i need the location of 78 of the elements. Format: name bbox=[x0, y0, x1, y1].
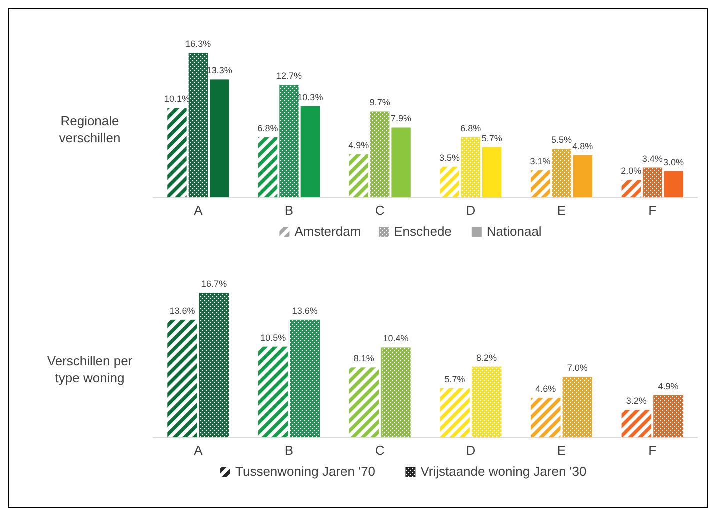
data-label: 7.9% bbox=[391, 114, 412, 124]
bar bbox=[188, 53, 208, 198]
bar bbox=[258, 346, 288, 438]
bar bbox=[210, 80, 230, 198]
data-label: 6.8% bbox=[258, 124, 278, 134]
data-label: 3.0% bbox=[664, 157, 684, 168]
series-label: Amsterdam bbox=[294, 224, 362, 239]
bar bbox=[552, 149, 572, 198]
bar bbox=[530, 170, 550, 198]
bar bbox=[440, 166, 460, 198]
x-tick-label: D bbox=[466, 443, 476, 458]
y-axis-title: Verschillen per type woning bbox=[47, 354, 134, 386]
data-label: 4.9% bbox=[658, 381, 679, 392]
x-tick-label: E bbox=[557, 203, 566, 218]
data-label: 10.3% bbox=[298, 92, 324, 102]
data-label: 10.4% bbox=[383, 334, 409, 344]
data-label: 9.7% bbox=[370, 98, 390, 108]
bar bbox=[199, 293, 230, 438]
series-label: Nationaal bbox=[486, 224, 542, 239]
bar bbox=[642, 168, 662, 198]
data-label: 10.1% bbox=[164, 94, 190, 104]
series-label: Vrijstaande woning Jaren '30 bbox=[420, 464, 587, 479]
data-label: 12.7% bbox=[276, 71, 302, 82]
x-tick-label: E bbox=[557, 443, 566, 458]
x-tick-label: F bbox=[648, 203, 657, 218]
bar bbox=[482, 147, 502, 198]
bar bbox=[664, 171, 684, 198]
data-label: 8.1% bbox=[354, 354, 374, 364]
bar bbox=[622, 180, 641, 198]
data-label: 3.2% bbox=[626, 396, 647, 406]
data-label: 4.8% bbox=[572, 141, 594, 152]
x-tick-label: F bbox=[648, 443, 657, 458]
data-label: 13.6% bbox=[292, 306, 318, 316]
x-tick-label: C bbox=[375, 203, 385, 218]
data-label: 10.5% bbox=[260, 332, 286, 343]
data-label: 3.5% bbox=[439, 152, 460, 163]
data-label: 5.7% bbox=[444, 374, 466, 385]
x-tick-label: A bbox=[194, 443, 204, 458]
x-tick-label: B bbox=[284, 203, 294, 218]
data-label: 8.2% bbox=[476, 352, 498, 363]
text: Enschede bbox=[394, 224, 452, 239]
bar bbox=[654, 395, 684, 438]
series-label: Tussenwoning Jaren '70 bbox=[236, 464, 376, 479]
bar bbox=[440, 388, 470, 438]
bar bbox=[461, 138, 481, 198]
data-label: 3.1% bbox=[530, 156, 551, 166]
bar bbox=[472, 366, 502, 438]
bar bbox=[370, 112, 390, 198]
bar bbox=[381, 348, 411, 438]
data-label: 16.3% bbox=[186, 39, 212, 49]
bar bbox=[530, 398, 561, 438]
bar bbox=[258, 138, 278, 198]
data-label: 4.6% bbox=[536, 384, 556, 394]
data-label: 6.8% bbox=[460, 124, 482, 134]
bar bbox=[168, 108, 187, 198]
bar bbox=[290, 320, 320, 438]
x-tick-label: B bbox=[284, 443, 294, 458]
bar bbox=[573, 155, 593, 198]
y-axis-title: Regionale verschillen bbox=[59, 114, 121, 146]
x-tick-label: D bbox=[466, 203, 476, 218]
data-label: 16.7% bbox=[202, 279, 228, 289]
data-label: 13.6% bbox=[170, 306, 196, 316]
bar bbox=[392, 128, 411, 198]
data-label: 3.4% bbox=[642, 154, 663, 164]
data-label: 4.9% bbox=[348, 140, 370, 150]
x-tick-label: C bbox=[375, 443, 385, 458]
bar bbox=[349, 154, 368, 198]
bar bbox=[280, 85, 299, 198]
data-label: 5.5% bbox=[551, 135, 572, 146]
data-label: 7.0% bbox=[567, 363, 588, 374]
data-label: 2.0% bbox=[621, 166, 642, 176]
x-tick-label: A bbox=[194, 203, 204, 218]
bar bbox=[622, 410, 652, 438]
bar bbox=[562, 377, 593, 438]
data-label: 5.7% bbox=[482, 133, 502, 144]
bar bbox=[349, 368, 380, 438]
bar bbox=[168, 320, 198, 438]
bar bbox=[300, 106, 320, 198]
